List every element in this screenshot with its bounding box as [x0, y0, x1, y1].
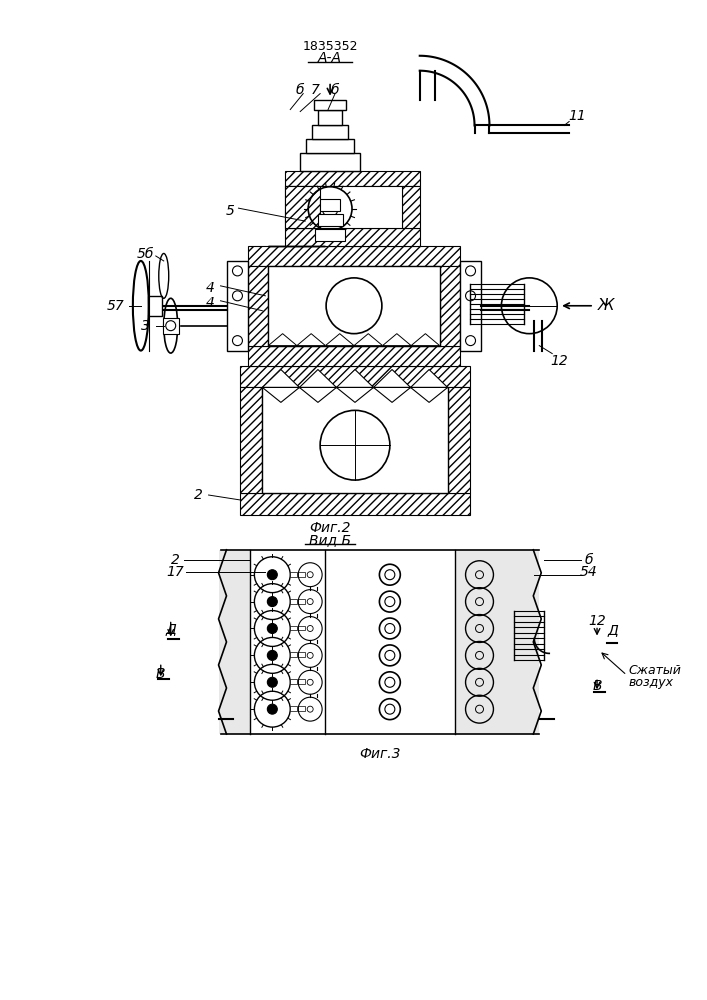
Bar [248, 346, 460, 366]
Bar [240, 366, 469, 387]
Polygon shape [299, 387, 337, 402]
Bar [285, 171, 420, 186]
Bar [312, 125, 348, 139]
Text: 5б: 5б [137, 247, 155, 261]
Bar [291, 572, 297, 577]
Bar [455, 550, 539, 734]
Bar [298, 626, 305, 630]
Polygon shape [269, 334, 297, 346]
Text: Д: Д [607, 623, 619, 637]
Circle shape [267, 570, 277, 580]
Polygon shape [297, 334, 325, 346]
Bar [298, 679, 305, 684]
Polygon shape [262, 370, 299, 387]
Text: 12: 12 [588, 614, 606, 628]
Text: Вид Б: Вид Б [309, 533, 351, 547]
Text: Сжатый: Сжатый [629, 664, 682, 677]
Bar [314, 100, 346, 110]
Text: 11: 11 [568, 109, 586, 123]
Text: б: б [296, 83, 305, 97]
Bar [291, 626, 297, 630]
Text: б: б [585, 553, 593, 567]
Text: Ж: Ж [598, 298, 614, 313]
Bar [298, 599, 305, 604]
Bar [300, 153, 360, 171]
Text: В: В [156, 667, 165, 681]
Bar [318, 110, 342, 125]
Circle shape [267, 624, 277, 633]
Polygon shape [382, 334, 411, 346]
Text: Фиг.3: Фиг.3 [359, 747, 401, 761]
Polygon shape [411, 334, 440, 346]
Bar [320, 199, 340, 211]
Text: 5: 5 [226, 204, 235, 218]
Circle shape [267, 677, 277, 687]
Bar [269, 266, 440, 346]
Text: 1835352: 1835352 [303, 40, 358, 53]
Bar [218, 550, 250, 734]
Text: 17: 17 [167, 565, 185, 579]
Bar [163, 318, 179, 334]
Bar [460, 261, 481, 351]
Bar [291, 679, 297, 684]
Bar [298, 706, 305, 711]
Polygon shape [373, 387, 411, 402]
Bar [315, 229, 345, 241]
Text: 4: 4 [206, 281, 215, 295]
Bar [298, 572, 305, 577]
Text: 57: 57 [107, 299, 125, 313]
Text: 7: 7 [310, 83, 320, 97]
Text: 3: 3 [141, 319, 151, 333]
Bar [303, 186, 402, 228]
Polygon shape [337, 387, 373, 402]
Polygon shape [299, 370, 337, 387]
Bar [262, 387, 448, 493]
Text: 4: 4 [206, 296, 215, 310]
Text: 12: 12 [550, 354, 568, 368]
Bar [248, 246, 460, 266]
Bar [285, 186, 303, 228]
Bar [448, 387, 469, 493]
Polygon shape [325, 334, 354, 346]
Text: А-А: А-А [318, 51, 342, 65]
Text: воздух: воздух [629, 676, 674, 689]
Bar [402, 186, 420, 228]
Polygon shape [373, 370, 411, 387]
Text: б: б [331, 83, 339, 97]
Circle shape [267, 597, 277, 607]
Bar [285, 228, 420, 246]
Text: 2: 2 [171, 553, 180, 567]
Bar [298, 652, 305, 657]
Text: Фиг.2: Фиг.2 [310, 521, 351, 535]
Bar [226, 261, 248, 351]
Circle shape [267, 650, 277, 660]
Bar [291, 652, 297, 657]
Bar [291, 599, 297, 604]
Bar [285, 186, 320, 228]
Polygon shape [262, 387, 299, 402]
Polygon shape [411, 370, 448, 387]
Text: 54: 54 [580, 565, 598, 579]
Polygon shape [354, 334, 382, 346]
Text: В: В [592, 679, 602, 693]
Bar [248, 266, 269, 346]
Bar [240, 493, 469, 515]
Polygon shape [411, 387, 448, 402]
Bar [440, 266, 460, 346]
Circle shape [267, 704, 277, 714]
Bar [291, 706, 297, 711]
Bar [148, 296, 162, 316]
Text: 2: 2 [194, 488, 203, 502]
Bar [240, 387, 262, 493]
Polygon shape [337, 370, 373, 387]
Bar [318, 214, 343, 226]
Bar [306, 139, 354, 153]
Text: Д: Д [165, 622, 176, 636]
